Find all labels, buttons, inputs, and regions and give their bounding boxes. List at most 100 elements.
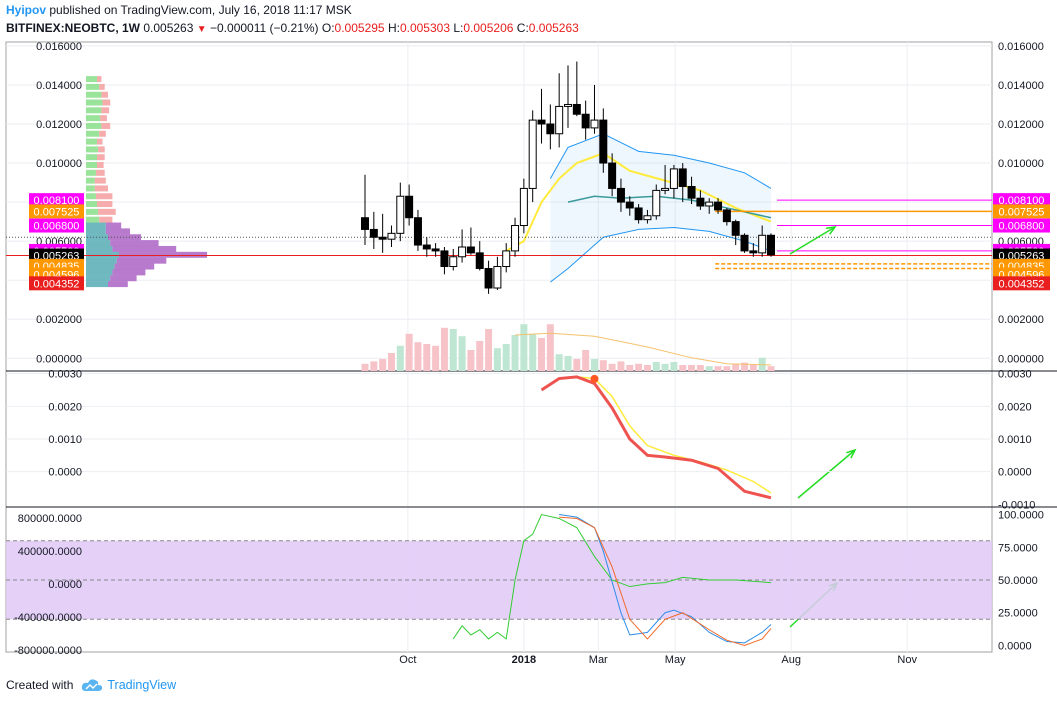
candle-down: [687, 185, 696, 199]
open-value: 0.005295: [334, 21, 385, 35]
volume-profile-sell-bar: [95, 169, 105, 176]
green-arrow: [797, 448, 857, 499]
volume-profile-sell-bar: [119, 251, 207, 258]
volume-profile-sell-bar: [112, 245, 177, 252]
volume-profile-sell-bar: [101, 122, 111, 129]
price-label-right-bg: [993, 276, 1050, 291]
green-arrow-shaft: [789, 226, 836, 255]
volume-profile-buy-bar: [86, 154, 97, 161]
candle-down: [572, 103, 581, 115]
y-tick-label-left: 800000.0000: [18, 513, 82, 525]
candle-up: [661, 187, 670, 191]
volume-profile-sell-bar: [94, 185, 108, 192]
low-label: L:: [453, 21, 464, 35]
candle-down: [616, 187, 625, 203]
y-tick-label-right: 0.014000: [998, 80, 1044, 92]
y-tick-label-left: 0.012000: [36, 119, 82, 131]
price-label-right-text: 0.004352: [999, 278, 1045, 290]
chart-frame: [5, 41, 993, 653]
y-tick-label-right: 100.0000: [998, 510, 1044, 522]
y-tick-label-right: 0.0000: [998, 467, 1032, 479]
x-tick-label: Aug: [781, 654, 801, 666]
volume-profile-buy-bar: [86, 91, 102, 98]
y-tick-label-left: -800000.0000: [14, 645, 82, 657]
price-label: 0.007525 0.007525: [29, 204, 1050, 219]
green-arrow-shaft: [797, 449, 856, 499]
volume-profile-sell-bar: [97, 162, 104, 168]
username[interactable]: Hyipov: [6, 3, 47, 17]
volume-bar: [626, 365, 634, 371]
volume-profile-buy-bar: [86, 107, 102, 114]
candle-up: [502, 250, 511, 268]
candle-down: [714, 201, 723, 211]
volume-profile-sell-bar: [108, 234, 141, 241]
volume-bar: [458, 336, 466, 371]
volume-profile-buy-bar: [86, 216, 100, 223]
price-label-right-bg: [993, 193, 1050, 208]
price-label: 0.004835 0.004835: [29, 258, 1050, 273]
y-tick-label-left: 0.016000: [36, 41, 82, 53]
x-tick-label: Mar: [589, 654, 608, 666]
y-tick-label-left: 0.0020: [48, 401, 82, 413]
volume-profile-sell-bar: [94, 177, 106, 184]
candle-down: [537, 119, 546, 125]
y-tick-label-right: 0.0010: [998, 434, 1032, 446]
y-tick-label-left: 0.000000: [36, 353, 82, 365]
y-tick-label-left: -400000.0000: [14, 612, 82, 624]
volume-bar: [670, 362, 678, 371]
volume-profile-buy-bar: [86, 83, 100, 90]
volume-profile-buy-bar: [86, 240, 111, 247]
volume-profile-sell-bar: [97, 138, 103, 145]
volume-bar: [749, 365, 757, 371]
low-value: 0.005206: [463, 21, 514, 35]
y-tick-label-left: 0.010000: [36, 158, 82, 170]
stochastic-k-line: [559, 514, 772, 644]
symbol-label: BITFINEX:NEOBTC, 1W: [6, 21, 140, 35]
volume-bar: [529, 333, 537, 371]
volume-bar: [520, 324, 528, 371]
candle-down: [413, 217, 422, 246]
candle-up: [643, 215, 652, 221]
footer: Created with TradingView: [6, 678, 176, 692]
tradingview-brand[interactable]: TradingView: [107, 678, 177, 692]
volume-bar: [679, 365, 687, 371]
candle-up: [758, 234, 767, 254]
price-label-right-bg: [993, 218, 1050, 233]
y-tick-label-right: 0.0020: [998, 401, 1032, 413]
candle-down: [696, 197, 705, 207]
stochastic-green-line: [452, 513, 772, 640]
volume-bar: [617, 361, 625, 371]
volume-profile-sell-bar: [97, 154, 105, 161]
volume-profile-sell-bar: [98, 208, 116, 215]
y-tick-label-right: 0.0000: [998, 640, 1032, 652]
volume-bar: [608, 363, 616, 371]
volume-bar: [485, 329, 493, 371]
y-tick-label-right: 0.010000: [998, 158, 1044, 170]
candle-down: [369, 228, 378, 238]
volume-profile-buy-bar: [86, 222, 106, 229]
volume-ma-line: [515, 332, 772, 366]
volume-profile-sell-bar: [97, 76, 102, 83]
volume-bar: [732, 363, 740, 371]
candle-up: [396, 195, 405, 234]
price-label-right-bg: [993, 204, 1050, 219]
price-label: 0.008100 0.008100: [29, 193, 1050, 208]
volume-profile-buy-bar: [86, 245, 113, 252]
candle-up: [669, 168, 678, 189]
volume-profile-sell-bar: [112, 269, 146, 276]
volume-bar: [476, 341, 484, 371]
price-label: 0.004596 0.004596: [29, 267, 1050, 282]
volume-profile-buy-bar: [86, 185, 95, 192]
price-label-left-bg: [29, 193, 84, 208]
volume-profile-sell-bar: [98, 146, 105, 153]
volume-bar: [414, 342, 422, 371]
volume-bar: [741, 362, 749, 371]
green-arrow-head: [846, 448, 857, 459]
candle-down: [475, 252, 484, 269]
volume-profile-sell-bar: [97, 201, 113, 208]
volume-profile-buy-bar: [86, 162, 97, 168]
candle-down: [405, 195, 414, 219]
y-tick-label-right: 50.0000: [998, 575, 1038, 587]
y-tick-label-left: 0.0000: [48, 467, 82, 479]
